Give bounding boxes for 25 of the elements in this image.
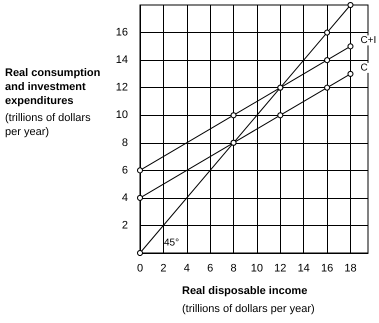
x-tick-label: 0 (136, 262, 144, 274)
y-tick-label: 12 (116, 82, 128, 94)
x-tick-label: 8 (230, 262, 237, 274)
text: (trillions of dollars per year) (5, 111, 92, 139)
x-tick-label: 18 (344, 262, 357, 274)
x-tick-label: 6 (207, 262, 214, 274)
x-axis-title: Real disposable income (182, 284, 308, 298)
y-tick-label: 16 (116, 26, 128, 39)
y-axis-title: Real consumption and investment expenditures (5, 66, 102, 108)
annotation: 45° (164, 238, 180, 248)
y-tick-label: 6 (122, 164, 128, 176)
x-tick-label: 16 (320, 262, 334, 274)
y-tick-label: 10 (116, 109, 128, 122)
x-tick-label: 12 (274, 262, 286, 274)
y-tick-label: 2 (122, 219, 128, 232)
x-tick-label: 2 (160, 262, 166, 274)
text: (trillions of dollars per year) (182, 302, 315, 316)
y-tick-label: 14 (116, 54, 128, 66)
series-label: C (360, 62, 368, 74)
y-tick-label: 4 (122, 192, 128, 204)
x-tick-label: 10 (250, 262, 264, 274)
x-tick-label: 14 (298, 262, 310, 274)
series-label: C+I (360, 34, 376, 46)
x-tick-label: 4 (184, 262, 190, 274)
y-tick-label: 8 (122, 136, 128, 149)
